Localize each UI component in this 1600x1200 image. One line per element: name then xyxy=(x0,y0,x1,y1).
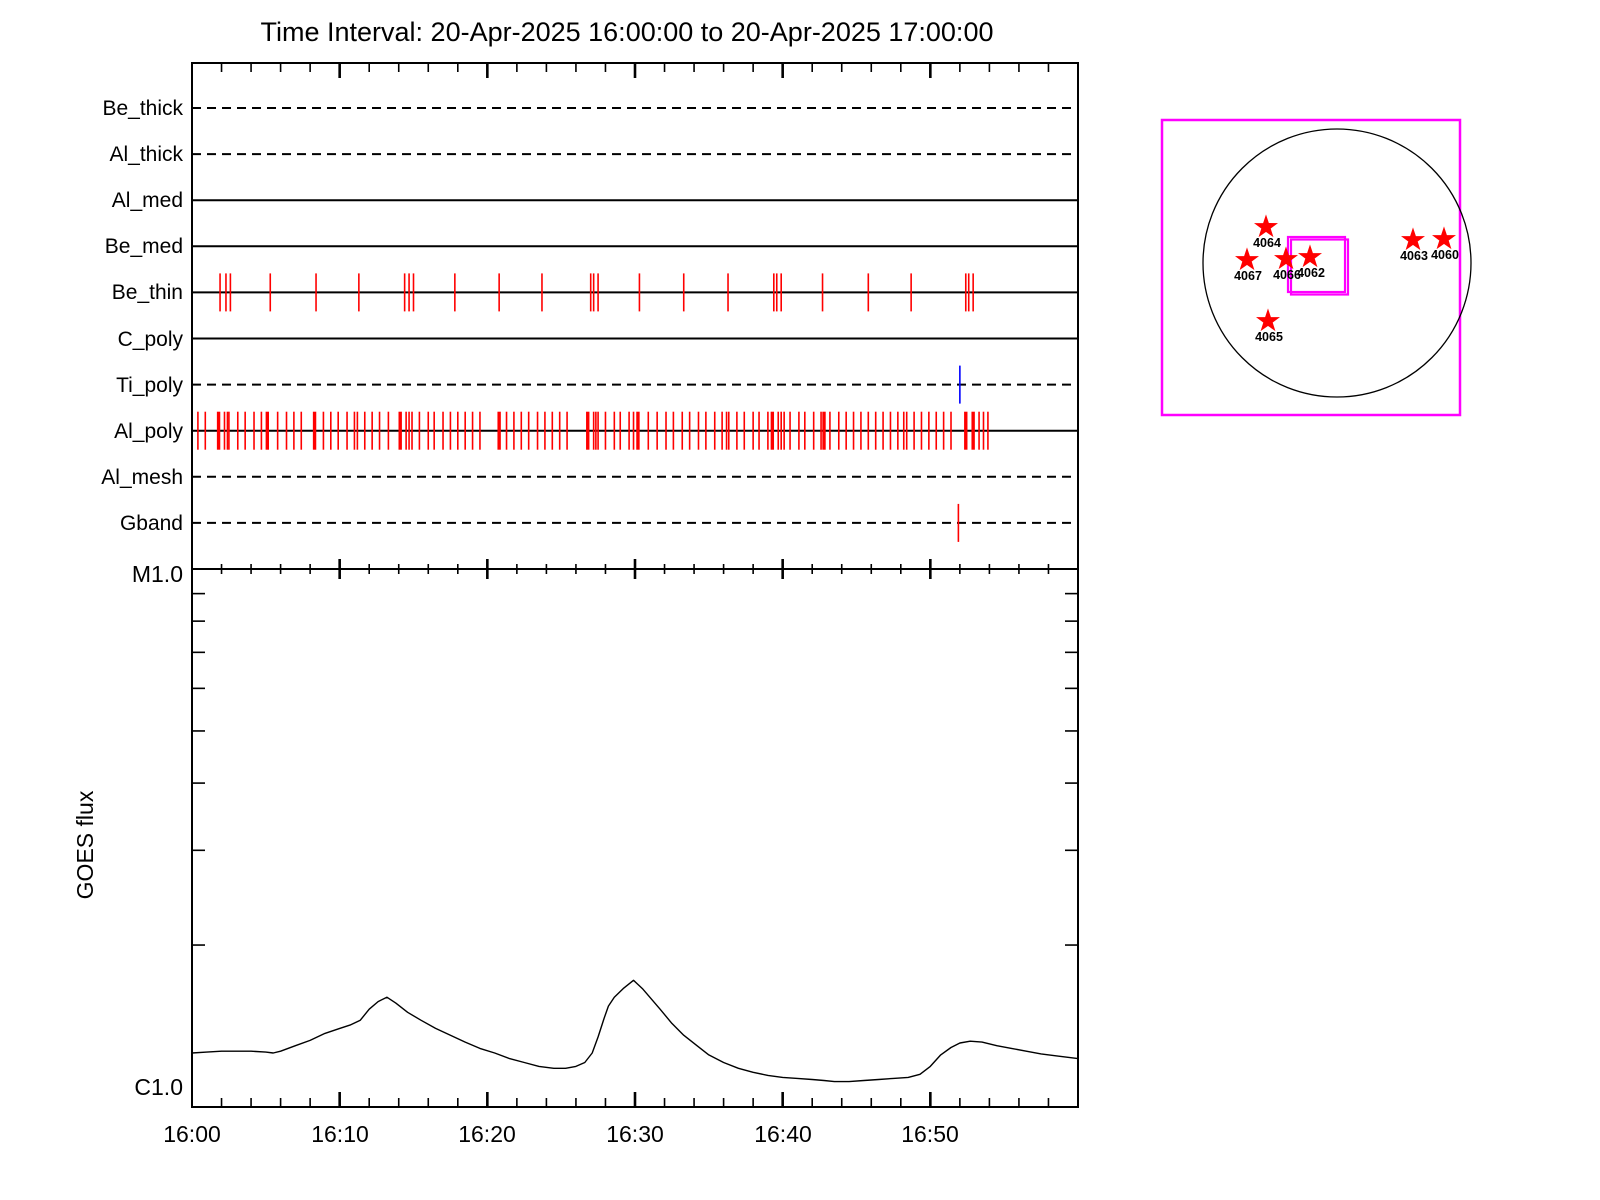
active-region-star-4063 xyxy=(1400,227,1426,251)
active-region-label: 4063 xyxy=(1400,249,1428,263)
filter-timeline-panel xyxy=(191,62,1079,570)
goes-panel-frame xyxy=(191,568,1079,1108)
active-region-star-4067 xyxy=(1234,247,1260,271)
filter-panel-frame xyxy=(191,62,1079,570)
row-label-be-med: Be_med xyxy=(105,235,183,258)
row-label-ti-poly: Ti_poly xyxy=(116,374,183,397)
active-region-label: 4060 xyxy=(1431,248,1459,262)
goes-flux-curve xyxy=(191,979,1079,1083)
map-outer-box xyxy=(1160,118,1462,417)
active-region-star-4060 xyxy=(1431,226,1457,250)
x-tick-label-1600: 16:00 xyxy=(163,1121,221,1147)
active-region-star-4064 xyxy=(1253,214,1279,238)
row-label-al-mesh: Al_mesh xyxy=(101,466,183,489)
row-label-al-med: Al_med xyxy=(112,189,183,212)
y-axis-title: GOES flux xyxy=(72,790,98,899)
active-region-star-4066 xyxy=(1273,246,1299,270)
row-label-al-thick: Al_thick xyxy=(109,143,183,166)
active-region-label: 4064 xyxy=(1253,236,1281,250)
row-label-c-poly: C_poly xyxy=(118,328,184,351)
solar-disk-limb xyxy=(1202,128,1472,398)
active-region-label: 4062 xyxy=(1297,266,1325,280)
goes-flux-panel xyxy=(191,559,1079,1108)
active-region-label: 4067 xyxy=(1234,269,1262,283)
active-region-star-4065 xyxy=(1255,308,1281,332)
active-region-star-4062 xyxy=(1297,244,1323,268)
y-axis-bottom-label: C1.0 xyxy=(134,1074,183,1100)
active-region-label: 4066 xyxy=(1273,268,1301,282)
active-region-label: 4065 xyxy=(1255,330,1283,344)
row-label-be-thick: Be_thick xyxy=(102,97,183,120)
Be_thin-exposure-ticks xyxy=(219,273,974,312)
x-tick-label-1650: 16:50 xyxy=(901,1121,959,1147)
x-tick-label-1630: 16:30 xyxy=(606,1121,664,1147)
y-axis-top-label: M1.0 xyxy=(132,561,183,587)
Al_poly-exposure-ticks xyxy=(197,411,989,450)
row-label-gband: Gband xyxy=(120,512,183,535)
row-label-al-poly: Al_poly xyxy=(114,420,183,443)
x-tick-label-1610: 16:10 xyxy=(311,1121,369,1147)
x-tick-label-1640: 16:40 xyxy=(754,1121,812,1147)
chart-title: Time Interval: 20-Apr-2025 16:00:00 to 2… xyxy=(261,17,994,47)
x-tick-label-1620: 16:20 xyxy=(458,1121,516,1147)
row-label-be-thin: Be_thin xyxy=(112,281,183,304)
